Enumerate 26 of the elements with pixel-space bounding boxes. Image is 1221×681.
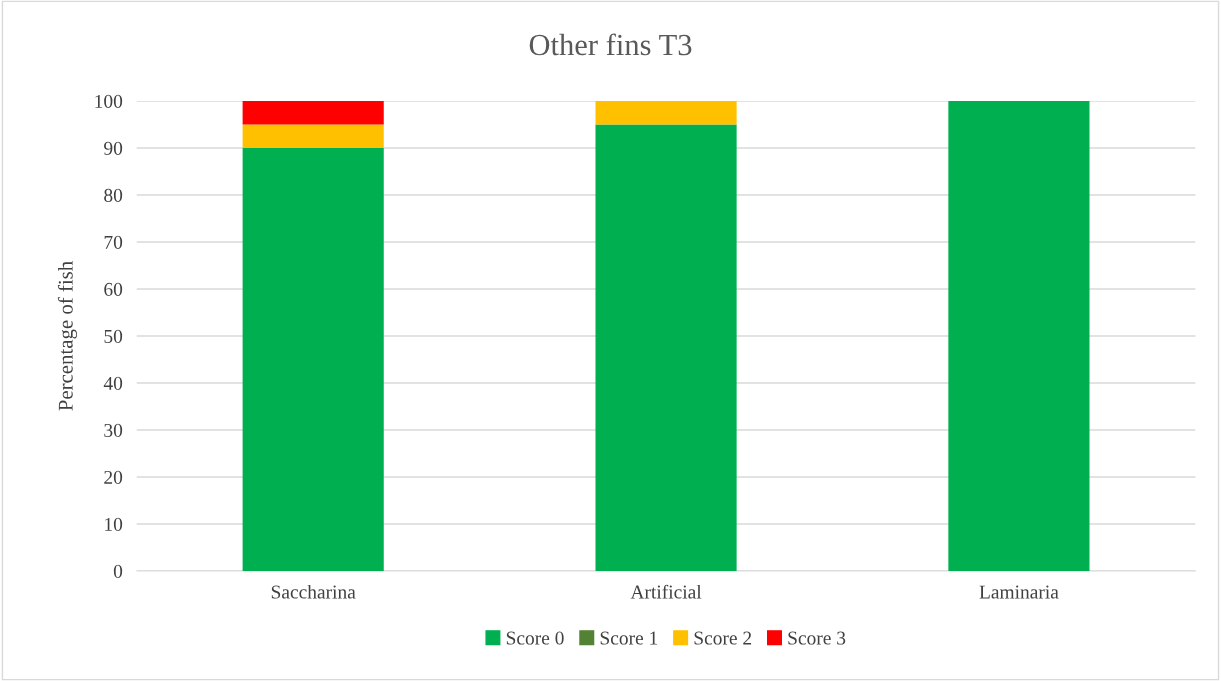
y-tick-label: 0 <box>113 564 123 578</box>
y-tick-label: 90 <box>104 141 123 155</box>
x-tick-label: Artificial <box>630 584 702 599</box>
y-tick-label: 30 <box>104 423 123 437</box>
y-tick-label: 60 <box>104 282 123 296</box>
bar <box>948 100 1090 572</box>
y-tick-label: 10 <box>105 517 123 531</box>
chart-title: Other fins T3 <box>529 33 692 56</box>
y-tick-label: 100 <box>95 94 123 108</box>
legend-label: Score 0 <box>506 631 564 645</box>
bar <box>242 124 384 148</box>
legend-label: Score 2 <box>694 631 752 645</box>
legend-label: Score 3 <box>788 631 846 645</box>
y-tick-label: 20 <box>104 470 123 484</box>
x-tick-label: Saccharina <box>271 584 356 599</box>
bar <box>242 147 384 572</box>
bar <box>595 124 737 572</box>
x-tick-label: Laminaria <box>979 585 1059 599</box>
y-tick-label: 70 <box>104 235 123 249</box>
bar <box>242 100 384 125</box>
y-tick-label: 50 <box>104 329 123 343</box>
y-tick-label: 40 <box>103 376 123 390</box>
legend-label: Score 1 <box>600 631 658 645</box>
y-axis-title: Percentage of fish <box>57 261 78 411</box>
bar <box>595 100 737 125</box>
y-tick-label: 80 <box>104 188 123 202</box>
